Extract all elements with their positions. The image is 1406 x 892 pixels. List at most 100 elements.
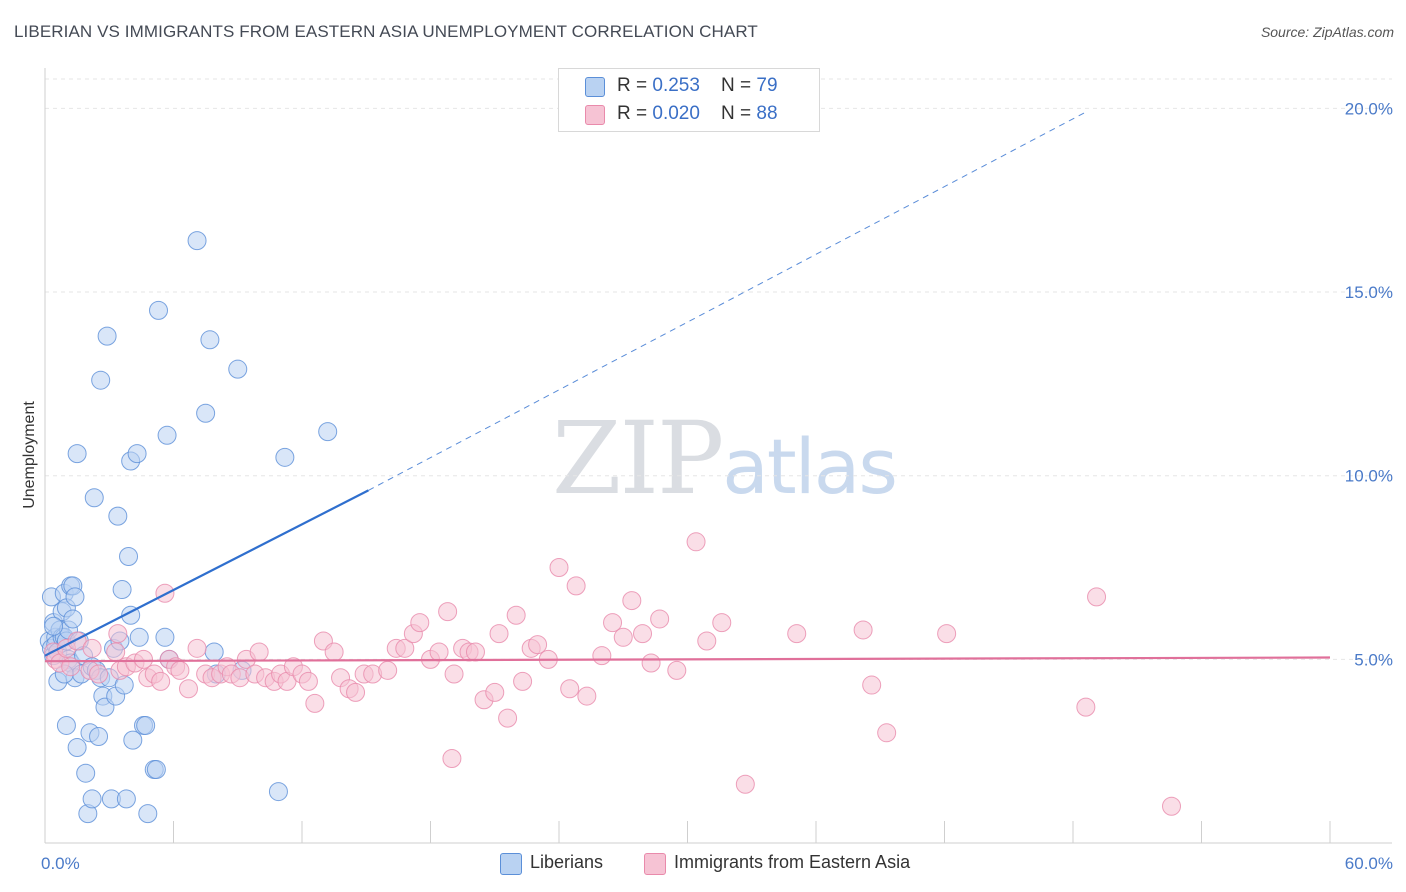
legend-n-label: N = xyxy=(721,103,757,124)
point-liberians xyxy=(318,422,338,442)
point-liberians xyxy=(65,587,85,607)
point-eastern-asia xyxy=(249,642,269,662)
y-axis-label: Unemployment xyxy=(21,401,38,509)
point-liberians xyxy=(84,488,104,508)
point-liberians xyxy=(187,231,207,251)
point-liberians xyxy=(129,627,149,647)
point-eastern-asia xyxy=(82,638,102,658)
watermark: ZIPatlas xyxy=(552,400,898,517)
point-liberians xyxy=(97,326,117,346)
legend-swatch-pink xyxy=(644,853,666,875)
point-liberians xyxy=(108,506,128,526)
tick-labels: 5.0% 10.0% 15.0% 20.0% 0.0% 60.0% xyxy=(41,99,1393,873)
point-liberians xyxy=(196,403,216,423)
point-liberians xyxy=(228,359,248,379)
point-eastern-asia xyxy=(151,671,171,691)
legend-r-label: R = xyxy=(617,103,653,124)
point-eastern-asia xyxy=(170,660,190,680)
x-tick-label: 60.0% xyxy=(1345,854,1393,873)
point-eastern-asia xyxy=(346,682,366,702)
point-eastern-asia xyxy=(498,708,518,728)
source-label: Source: ZipAtlas.com xyxy=(1260,24,1394,40)
point-eastern-asia xyxy=(853,620,873,640)
point-liberians xyxy=(155,627,175,647)
point-liberians xyxy=(136,715,156,735)
point-liberians xyxy=(157,425,177,445)
point-eastern-asia xyxy=(650,609,670,629)
x-tick-label: 0.0% xyxy=(41,854,80,873)
data-points xyxy=(39,231,1182,824)
point-liberians xyxy=(44,616,64,636)
point-eastern-asia xyxy=(298,671,318,691)
point-eastern-asia xyxy=(787,624,807,644)
point-liberians xyxy=(204,642,224,662)
point-eastern-asia xyxy=(560,679,580,699)
legend-label: Liberians xyxy=(530,852,604,872)
point-eastern-asia xyxy=(506,605,526,625)
point-eastern-asia xyxy=(937,624,957,644)
point-eastern-asia xyxy=(577,686,597,706)
point-eastern-asia xyxy=(444,664,464,684)
point-eastern-asia xyxy=(633,624,653,644)
point-eastern-asia xyxy=(641,653,661,673)
legend-n-value: 79 xyxy=(756,75,778,96)
point-eastern-asia xyxy=(410,613,430,633)
legend-swatch-blue xyxy=(500,853,522,875)
legend-n-value: 88 xyxy=(756,103,778,124)
point-eastern-asia xyxy=(108,624,128,644)
legend-r-value: 0.253 xyxy=(652,75,700,96)
trend-line-eastern-asia xyxy=(44,656,1331,663)
point-eastern-asia xyxy=(1087,587,1107,607)
legend-swatch-pink xyxy=(585,105,605,125)
point-eastern-asia xyxy=(485,682,505,702)
point-liberians xyxy=(119,547,139,566)
point-liberians xyxy=(112,580,132,600)
point-eastern-asia xyxy=(566,576,586,596)
watermark-atlas: atlas xyxy=(722,422,898,511)
point-eastern-asia xyxy=(378,660,398,680)
correlation-legend: R = 0.253 N = 79 R = 0.020 N = 88 xyxy=(558,68,820,132)
point-liberians xyxy=(76,763,96,783)
legend-r-label: R = xyxy=(617,75,653,96)
point-eastern-asia xyxy=(613,627,633,647)
point-eastern-asia xyxy=(712,613,732,633)
point-eastern-asia xyxy=(395,638,415,658)
point-liberians xyxy=(91,370,111,390)
point-eastern-asia xyxy=(686,532,706,552)
point-liberians xyxy=(89,726,109,746)
point-eastern-asia xyxy=(324,642,344,662)
point-eastern-asia xyxy=(305,693,325,713)
point-liberians xyxy=(138,804,158,824)
point-eastern-asia xyxy=(429,642,449,662)
point-liberians xyxy=(149,300,169,320)
point-eastern-asia xyxy=(465,642,485,662)
point-eastern-asia xyxy=(592,646,612,666)
point-liberians xyxy=(275,447,295,467)
point-eastern-asia xyxy=(862,675,882,695)
point-eastern-asia xyxy=(438,602,458,622)
point-eastern-asia xyxy=(1162,796,1182,816)
point-eastern-asia xyxy=(603,613,623,633)
point-liberians xyxy=(67,444,87,464)
point-liberians xyxy=(63,609,83,629)
point-eastern-asia xyxy=(549,558,569,578)
point-eastern-asia xyxy=(489,624,509,644)
axes xyxy=(44,68,1392,844)
trend-line-liberians-extension xyxy=(368,111,1087,491)
point-eastern-asia xyxy=(735,774,755,794)
trend-lines xyxy=(44,111,1331,663)
legend-label: Immigrants from Eastern Asia xyxy=(674,852,911,872)
legend-n-label: N = xyxy=(721,75,757,96)
y-tick-label: 10.0% xyxy=(1345,467,1393,486)
point-eastern-asia xyxy=(622,591,642,611)
point-liberians xyxy=(123,730,143,750)
point-eastern-asia xyxy=(178,679,198,699)
point-eastern-asia xyxy=(134,649,154,669)
point-liberians xyxy=(268,782,288,802)
point-eastern-asia xyxy=(667,660,687,680)
point-eastern-asia xyxy=(528,635,548,655)
point-liberians xyxy=(67,738,87,757)
watermark-zip: ZIP xyxy=(552,400,724,517)
point-eastern-asia xyxy=(89,664,109,684)
y-tick-label: 5.0% xyxy=(1354,650,1393,669)
